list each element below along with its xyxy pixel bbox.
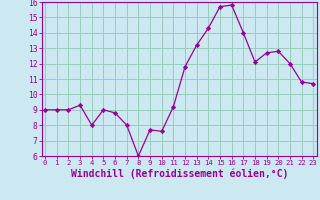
X-axis label: Windchill (Refroidissement éolien,°C): Windchill (Refroidissement éolien,°C) xyxy=(70,169,288,179)
